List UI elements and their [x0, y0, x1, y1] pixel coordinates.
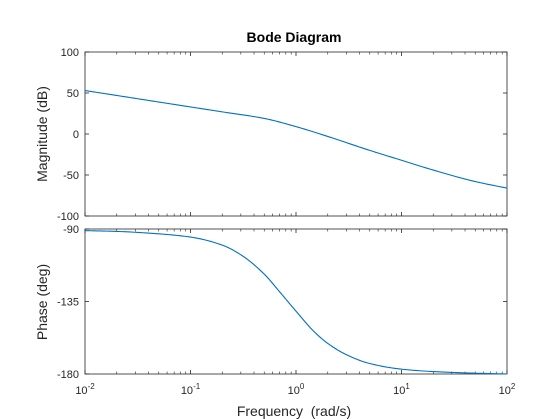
magnitude-y-axis-label: Magnitude (dB) [34, 86, 50, 182]
chart-title: Bode Diagram [247, 29, 342, 45]
x-tick-label: 10-1 [181, 382, 201, 397]
x-tick-label: 101 [393, 382, 410, 397]
phase-axes-box [84, 228, 508, 375]
x-tick-label: 100 [288, 382, 305, 397]
x-tick-label: 102 [499, 382, 516, 397]
phase-y-tick-label: -135 [57, 297, 79, 309]
magnitude-y-tick-label: -100 [57, 211, 79, 223]
magnitude-y-tick-label: 100 [61, 47, 79, 59]
magnitude-response-line [84, 89, 508, 189]
magnitude-y-tick-label: 0 [73, 129, 79, 141]
phase-y-axis-label: Phase (deg) [34, 264, 50, 340]
magnitude-y-tick-label: 50 [67, 88, 79, 100]
magnitude-y-tick-label: -50 [63, 170, 79, 182]
magnitude-axes-box [84, 51, 508, 217]
magnitude-axes: 100 50 0 -50 -100 [57, 47, 508, 223]
phase-y-tick-label: -90 [63, 224, 79, 236]
phase-response-line [84, 230, 508, 375]
x-axis-label: Frequency (rad/s) [237, 403, 351, 419]
x-tick-label: 10-2 [75, 382, 95, 397]
phase-y-tick-label: -180 [57, 369, 79, 381]
